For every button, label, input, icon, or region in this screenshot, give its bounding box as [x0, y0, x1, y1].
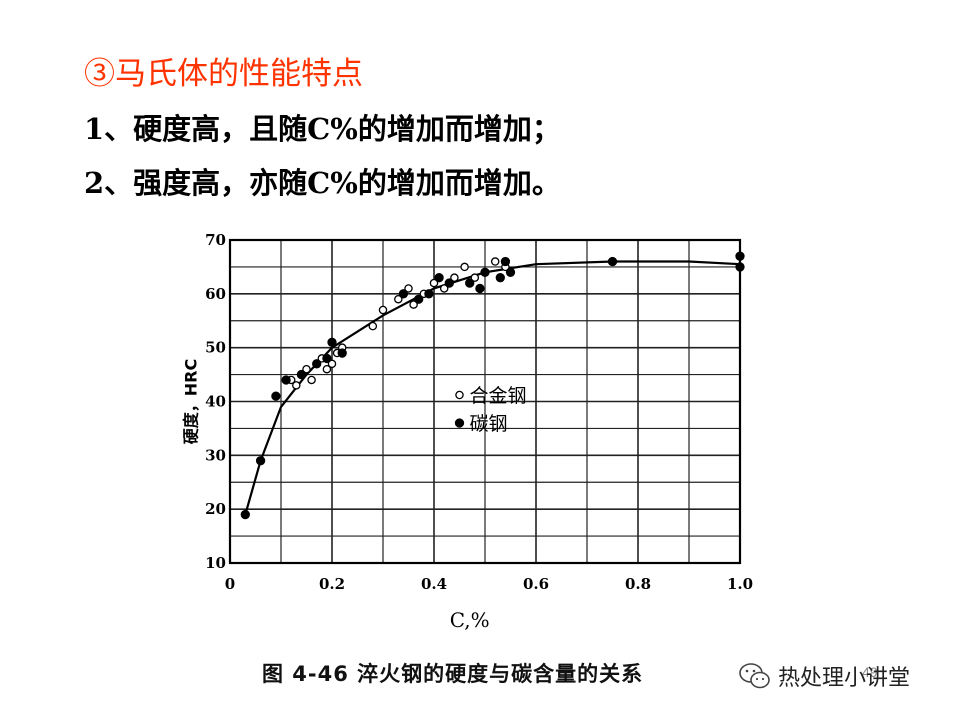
alloy-steel-point	[439, 284, 449, 293]
hardness-carbon-chart: 10 20 30 40 50 60 70 0 0.2 0.4 0.6 0.8 1.0 C,% 硬度，HRC 合…	[182, 231, 754, 632]
carbon-steel-point	[735, 262, 745, 272]
x-tick-label: 0.4	[421, 575, 447, 593]
alloy-steel-point	[302, 364, 311, 374]
carbon-steel-point	[337, 348, 347, 358]
x-tick-label: 0.6	[523, 575, 549, 593]
carbon-steel-point	[424, 289, 434, 299]
point-2: 2、强度高，亦随C%的增加而增加。	[84, 166, 561, 200]
carbon-steel-point	[296, 369, 307, 380]
alloy-steel-point	[322, 364, 332, 374]
alloy-steel-point	[307, 375, 316, 385]
trend-curve	[244, 260, 741, 515]
alloy-steel-point	[404, 284, 413, 293]
carbon-steel-point	[495, 273, 505, 283]
carbon-steel-point	[271, 391, 281, 401]
alloy-steel-point	[409, 300, 418, 309]
alloy-steel-point	[460, 262, 469, 272]
carbon-steel-point	[500, 256, 511, 267]
y-tick-label: 10	[205, 554, 226, 572]
x-axis-label: C,%	[450, 608, 490, 632]
carbon-steel-point	[465, 278, 475, 288]
legend-label: 碳钢	[470, 413, 508, 435]
carbon-steel-point	[327, 337, 337, 347]
carbon-steel-point	[312, 359, 322, 369]
x-tick-label: 1.0	[727, 575, 753, 593]
carbon-steel-point	[607, 256, 618, 267]
carbon-steel-point	[281, 375, 291, 385]
y-tick-label: 50	[205, 339, 226, 357]
carbon-steel-point	[444, 278, 454, 288]
carbon-steel-point	[505, 267, 516, 277]
page-number: 49	[862, 664, 878, 680]
alloy-steel-point	[470, 273, 480, 282]
carbon-steel-point	[255, 456, 266, 466]
plot-frame	[228, 238, 742, 565]
alloy-steel-point	[378, 305, 388, 315]
alloy-steel-point	[450, 273, 459, 282]
y-tick-label: 40	[205, 393, 226, 411]
figure-caption: 图 4-46 淬火钢的硬度与碳含量的关系	[262, 662, 644, 686]
wechat-icon	[739, 663, 770, 689]
y-tick-label: 70	[205, 231, 226, 249]
carbon-steel-point	[322, 353, 332, 364]
carbon-steel-point	[398, 289, 409, 299]
alloy-steel-point	[292, 381, 301, 390]
alloy-steel-point	[394, 294, 403, 304]
carbon-steel-point	[414, 294, 424, 304]
x-tick-label: 0.8	[625, 575, 651, 593]
carbon-steel-point	[475, 283, 485, 294]
y-tick-label: 60	[205, 285, 226, 303]
x-tick-label: 0	[225, 575, 235, 593]
alloy-steel-point	[368, 321, 378, 331]
carbon-steel-point	[434, 273, 444, 283]
alloy-steel-point	[429, 278, 439, 288]
alloy-steel-point	[327, 359, 337, 369]
legend-marker	[455, 390, 464, 400]
carbon-steel-point	[240, 509, 250, 520]
y-tick-label: 30	[205, 446, 226, 464]
carbon-steel-point	[480, 267, 490, 277]
alloy-steel-point	[490, 257, 500, 266]
watermark: 热处理小讲堂	[738, 660, 910, 692]
y-axis-label: 硬度，HRC	[182, 359, 201, 444]
y-tick-label: 20	[205, 500, 226, 518]
legend-label: 合金钢	[470, 385, 527, 407]
slide-heading: ③马氏体的性能特点	[84, 56, 363, 92]
x-tick-label: 0.2	[319, 575, 345, 593]
carbon-steel-point	[735, 251, 745, 261]
watermark-text: 热处理小讲堂	[778, 666, 911, 691]
point-1: 1、硬度高，且随C%的增加而增加；	[84, 112, 561, 146]
legend-marker	[454, 418, 465, 428]
